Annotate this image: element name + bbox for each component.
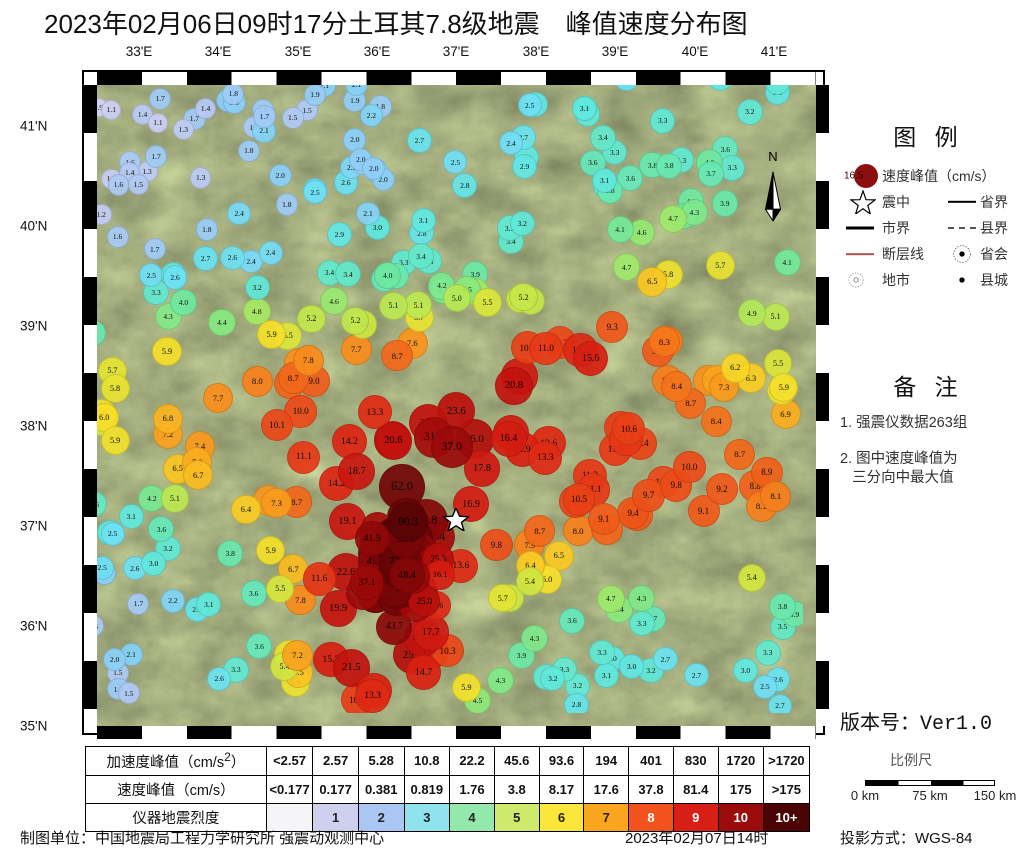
svg-text:N: N xyxy=(768,150,777,164)
